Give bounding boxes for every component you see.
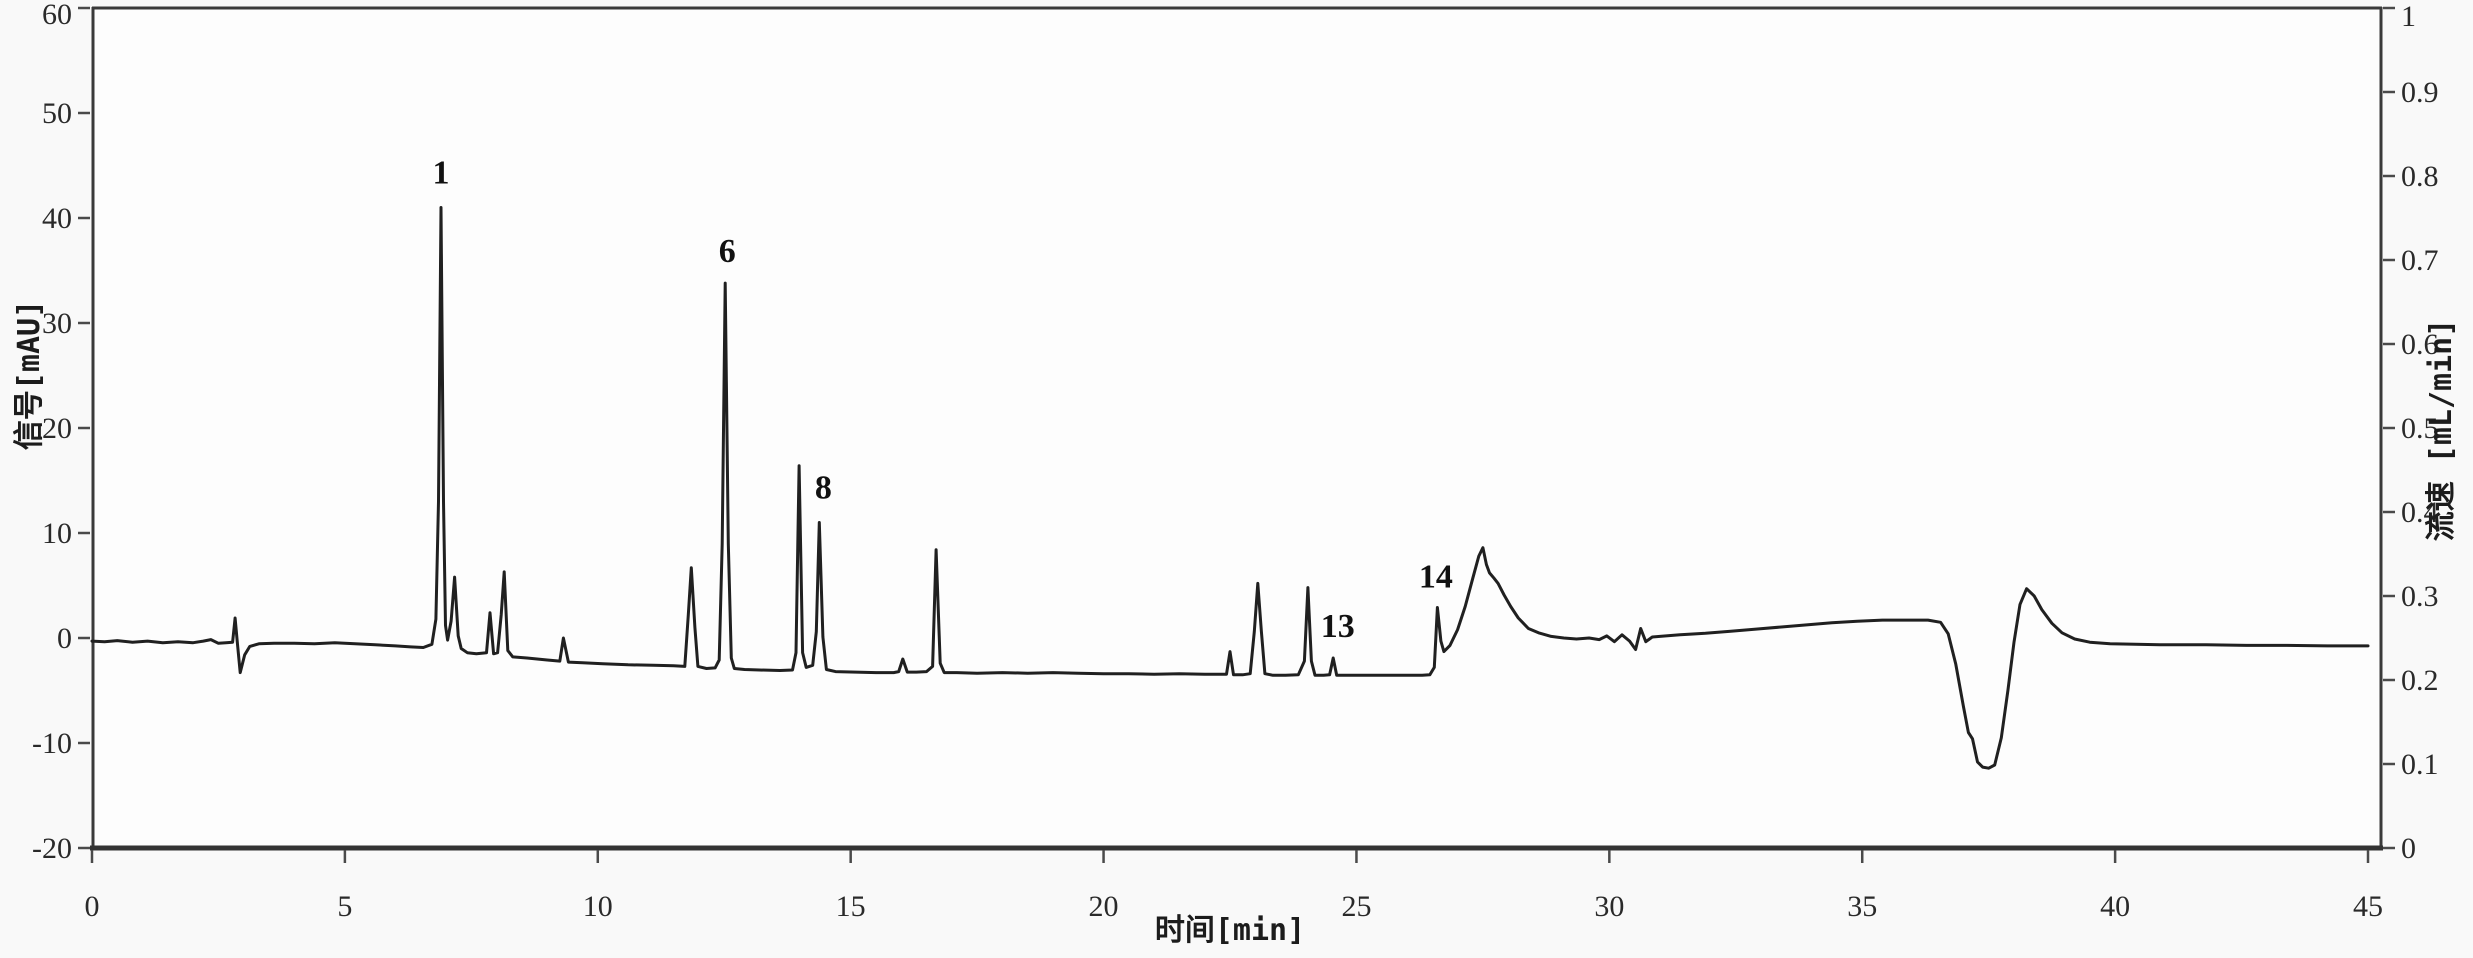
y-left-tick-label: 50 [42,97,72,130]
x-tick-label: 5 [337,890,352,923]
x-tick-label: 30 [1594,890,1624,923]
x-tick-label: 20 [1089,890,1119,923]
y-right-tick-label: 0.5 [2401,412,2439,445]
y-left-tick-label: 30 [42,307,72,340]
y-left-tick-label: 60 [42,0,72,31]
y-right-tick-label: 0.4 [2401,496,2439,529]
peak-label-8: 8 [815,469,832,506]
x-tick-label: 40 [2100,890,2130,923]
peak-label-14: 14 [1419,559,1453,596]
y-left-tick-label: -10 [32,727,72,760]
y-left-tick-label: 0 [57,622,72,655]
y-right-tick-label: 0.1 [2401,748,2439,781]
plot-area [92,8,2382,848]
y-right-tick-label: 0.3 [2401,580,2439,613]
signal-trace [90,206,2370,770]
y-right-tick-label: 0.2 [2401,664,2439,697]
y-axis-label-left: 信号[mAU] [12,299,47,451]
x-tick-label: 35 [1847,890,1877,923]
x-tick-label: 45 [2353,890,2383,923]
y-right-tick-label: 0 [2401,832,2416,865]
y-right-tick-label: 0.8 [2401,160,2439,193]
y-left-tick-label: 40 [42,202,72,235]
peak-label-13: 13 [1321,608,1355,645]
y-right-tick-label: 0.6 [2401,328,2439,361]
y-axis-label-right: 流速 [mL/min] [2424,318,2459,542]
x-tick-label: 10 [583,890,613,923]
y-right-tick-label: 1 [2401,0,2416,33]
peak-label-6: 6 [719,233,736,270]
y-right-tick-label: 0.9 [2401,76,2439,109]
y-left-tick-label: 10 [42,517,72,550]
x-tick-label: 15 [836,890,866,923]
y-left-tick-label: -20 [32,832,72,865]
x-tick-label: 25 [1341,890,1371,923]
peak-label-1: 1 [432,154,449,191]
x-tick-label: 0 [85,890,100,923]
y-right-tick-label: 0.7 [2401,244,2439,277]
y-left-tick-label: 20 [42,412,72,445]
x-axis-label: 时间[min] [1154,913,1306,948]
